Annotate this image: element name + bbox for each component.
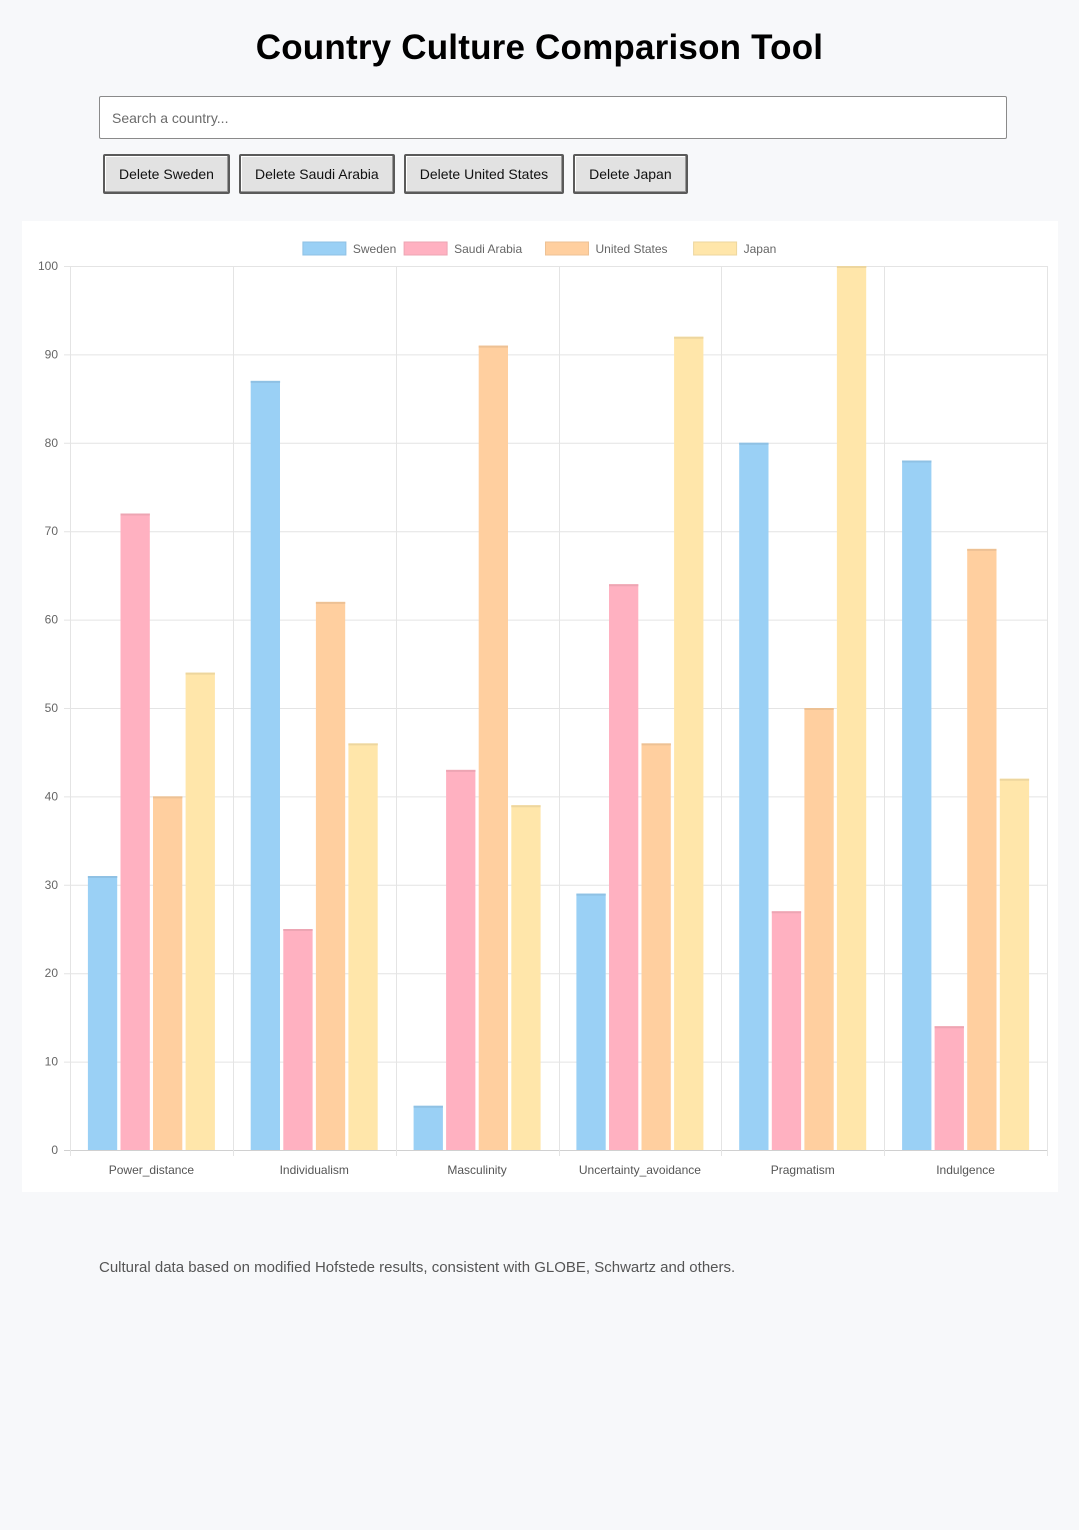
footnote: Cultural data based on modified Hofstede…	[99, 1259, 736, 1276]
y-tick-label: 50	[45, 701, 59, 715]
bar	[478, 345, 508, 1151]
bar	[348, 743, 378, 1150]
x-tick-label: Individualism	[280, 1163, 349, 1177]
y-tick-label: 100	[38, 259, 58, 273]
legend-label: United States	[596, 242, 668, 256]
bar	[283, 929, 313, 1150]
y-tick-label: 70	[45, 524, 59, 538]
delete-sweden-button[interactable]: Delete Sweden	[103, 154, 230, 194]
bar	[576, 893, 606, 1150]
delete-japan-button[interactable]: Delete Japan	[573, 154, 688, 194]
bar	[87, 876, 118, 1150]
search-box	[99, 96, 1007, 139]
x-tick-label: Masculinity	[447, 1163, 506, 1177]
bar	[739, 442, 769, 1150]
bar	[120, 513, 150, 1150]
bar	[153, 796, 183, 1150]
bar	[250, 380, 280, 1150]
legend-swatch	[545, 241, 589, 256]
x-tick-label: Pragmatism	[771, 1163, 835, 1177]
y-tick-label: 20	[45, 966, 59, 980]
bar	[446, 769, 476, 1150]
y-tick-label: 40	[45, 789, 59, 803]
bar	[902, 460, 932, 1150]
bar	[413, 1105, 443, 1150]
bar	[609, 584, 639, 1150]
delete-button-row: Delete Sweden Delete Saudi Arabia Delete…	[103, 154, 688, 194]
legend-label: Japan	[744, 242, 777, 256]
country-search-input[interactable]	[99, 96, 1007, 139]
bar	[934, 1026, 964, 1150]
legend-swatch	[693, 241, 738, 256]
bar	[315, 601, 346, 1150]
page-title: Country Culture Comparison Tool	[255, 28, 824, 67]
bar	[641, 743, 671, 1150]
y-tick-label: 10	[45, 1055, 59, 1069]
y-tick-label: 60	[45, 613, 59, 627]
chart-panel: 0 10 20 30 40 50 60 70 80 90 100 Power_distance Indi…	[22, 221, 1058, 1192]
delete-united-states-button[interactable]: Delete United States	[403, 154, 565, 194]
bar	[511, 805, 541, 1150]
bar	[804, 708, 834, 1150]
delete-saudi-arabia-button[interactable]: Delete Saudi Arabia	[238, 154, 395, 194]
legend-swatch	[302, 241, 347, 256]
bar	[674, 336, 704, 1150]
legend-label: Saudi Arabia	[454, 242, 522, 256]
bar	[967, 548, 997, 1150]
bar	[185, 672, 215, 1150]
legend-label: Sweden	[353, 242, 396, 256]
x-tick-label: Uncertainty_avoidance	[579, 1163, 701, 1177]
legend-swatch	[403, 241, 448, 256]
bar	[771, 911, 802, 1150]
x-tick-label: Indulgence	[936, 1163, 995, 1177]
x-tick-label: Power_distance	[109, 1163, 195, 1177]
bar	[999, 778, 1030, 1150]
y-tick-label: 80	[45, 436, 59, 450]
y-tick-label: 90	[45, 347, 59, 361]
culture-bar-chart: 0 10 20 30 40 50 60 70 80 90 100 Power_distance Indi…	[38, 241, 1048, 1177]
y-tick-label: 0	[51, 1143, 58, 1157]
y-tick-label: 30	[45, 878, 59, 892]
bar	[836, 266, 867, 1150]
